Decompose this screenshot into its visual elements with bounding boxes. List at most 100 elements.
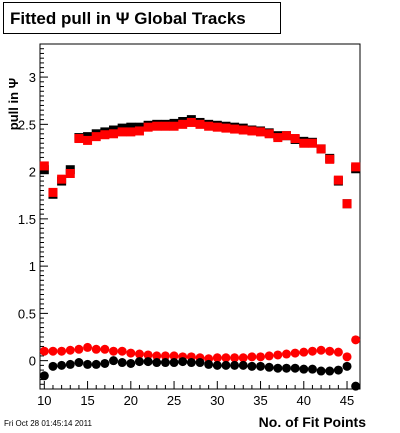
data-point-circle [273,350,283,360]
data-point-circle [290,363,300,373]
data-point-circle [57,346,67,356]
data-point-circle [238,360,248,370]
data-point-square [264,129,274,139]
data-point-circle [204,359,214,369]
x-tick-label: 25 [167,393,181,408]
data-point-circle [39,346,49,356]
data-point-circle [169,358,179,368]
data-point-circle [109,356,119,366]
data-point-square [212,122,222,132]
data-point-circle [281,349,291,359]
data-point-circle [325,346,335,356]
data-point-square [39,161,49,171]
data-point-circle [65,359,75,369]
y-axis: 0 0.5 1 1.5 2 2.5 3 [18,48,48,385]
data-point-square [204,121,214,131]
data-point-square [247,126,257,136]
y-tick-label: 0 [29,354,36,369]
data-point-circle [83,342,93,352]
y-axis-label: pull in Ψ [6,78,21,130]
x-tick-label: 15 [80,393,94,408]
data-point-circle [134,349,144,359]
data-point-circle [212,353,222,363]
data-point-circle [109,346,119,356]
data-point-circle [91,344,101,354]
x-tick-label: 40 [297,393,311,408]
data-point-circle [299,347,309,357]
data-point-circle [126,358,136,368]
data-point-square [143,122,153,132]
x-axis-label: No. of Fit Points [259,414,367,430]
data-point-circle [48,361,58,371]
x-tick-label: 35 [253,393,267,408]
y-tick-label: 0.5 [18,306,36,321]
data-point-circle [117,358,127,368]
data-point-circle [290,348,300,358]
footer-timestamp: Fri Oct 28 01:45:14 2011 [4,419,92,428]
data-point-circle [39,371,49,381]
data-point-circle [126,348,136,358]
y-tick-label: 3 [29,70,36,85]
data-point-square [109,129,119,139]
data-point-circle [256,361,266,371]
data-point-square [126,122,136,132]
data-point-square [152,121,162,131]
data-point-square [126,127,136,137]
data-point-circle [143,357,153,367]
data-point-circle [307,364,317,374]
data-point-square [238,125,248,135]
data-point-circle [143,350,153,360]
data-point-square [325,154,335,164]
data-point-circle [247,352,257,362]
data-point-square [83,135,93,145]
data-point-circle [333,347,343,357]
data-point-square [160,121,170,131]
data-point-square [256,127,266,137]
data-point-circle [325,366,335,376]
data-point-circle [160,358,170,368]
y-tick-label: 2.5 [18,117,36,132]
x-tick-label: 45 [340,393,354,408]
data-point-square [230,124,240,134]
data-point-square [65,168,75,178]
y-tick-label: 2 [29,165,36,180]
data-point-circle [351,381,361,391]
data-point-square [299,138,309,148]
data-point-circle [195,358,205,368]
data-point-circle [333,365,343,375]
data-point-square [100,130,110,140]
data-point-circle [351,335,361,345]
data-point-square [316,144,326,154]
y-tick-label: 1 [29,259,36,274]
data-point-circle [342,361,352,371]
data-point-square [342,199,352,209]
chart-title: Fitted pull in Ψ Global Tracks [10,9,246,28]
data-point-circle [91,359,101,369]
data-point-square [221,123,231,133]
data-point-square [57,174,67,184]
x-axis: 10 15 20 25 30 35 40 45 [37,381,357,408]
x-tick-label: 10 [37,393,51,408]
data-point-square [134,126,144,136]
data-point-circle [57,360,67,370]
data-point-square [195,119,205,129]
data-point-circle [178,357,188,367]
data-point-square [117,127,127,137]
data-point-circle [117,346,127,356]
data-point-square [333,175,343,185]
data-point-circle [299,364,309,374]
title-box: Fitted pull in Ψ Global Tracks [3,2,281,34]
data-point-circle [152,358,162,368]
plot-frame [39,43,361,390]
data-point-circle [281,363,291,373]
data-point-circle [186,358,196,368]
data-point-circle [307,346,317,356]
data-point-square [290,134,300,144]
data-point-square [74,134,84,144]
data-point-square [169,121,179,131]
data-point-circle [316,345,326,355]
y-tick-label: 1.5 [18,212,36,227]
x-tick-label: 30 [210,393,224,408]
data-point-circle [230,360,240,370]
